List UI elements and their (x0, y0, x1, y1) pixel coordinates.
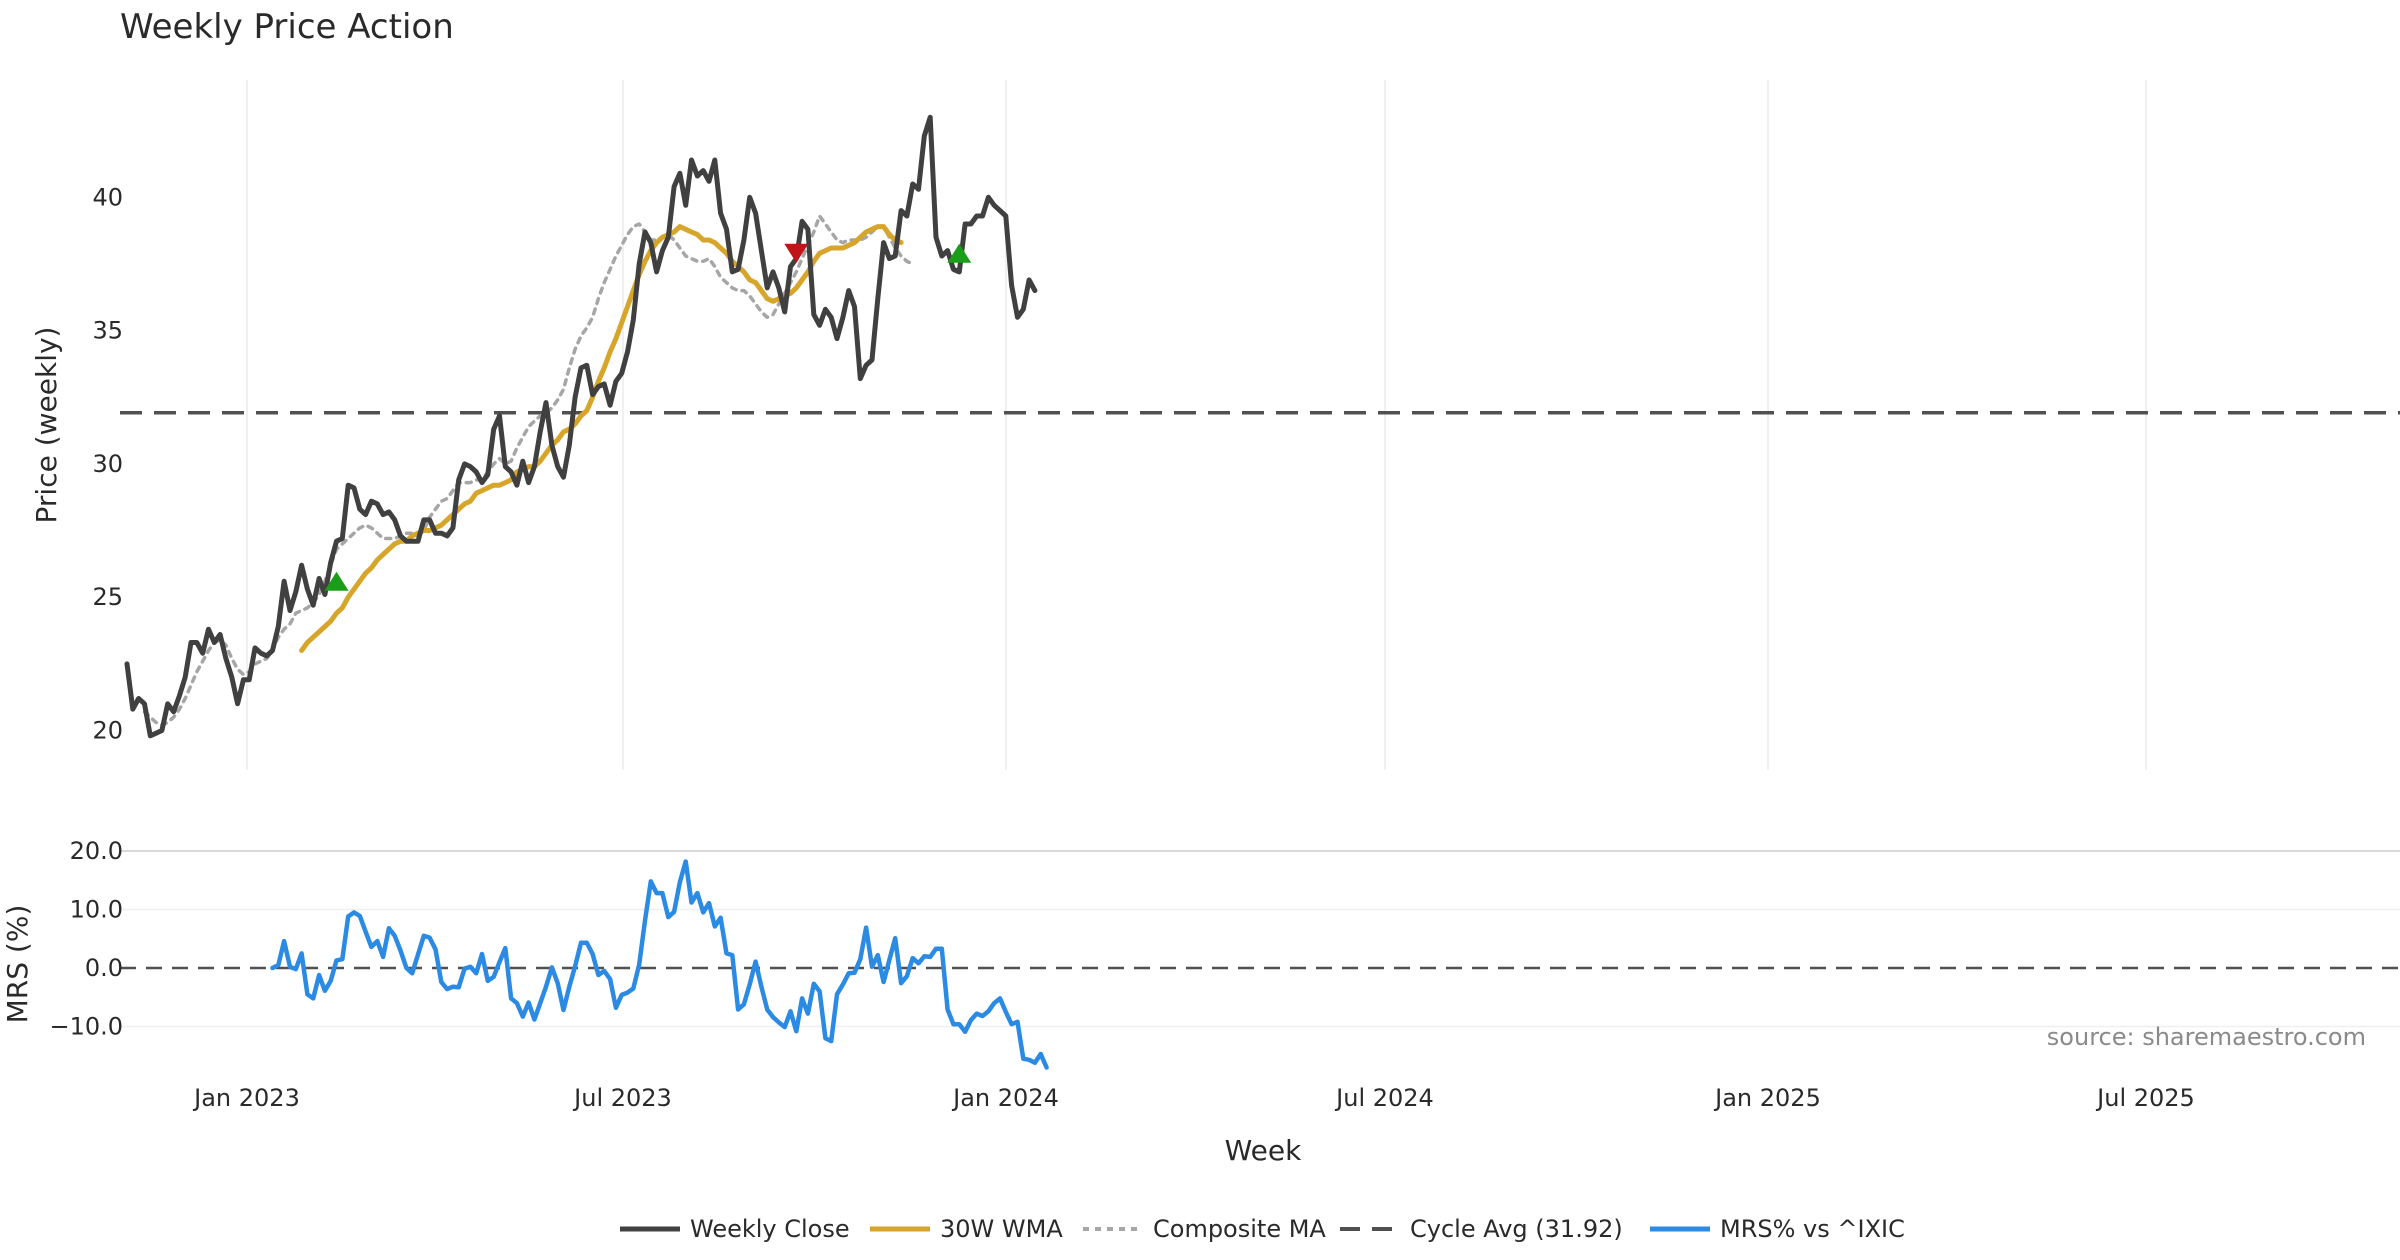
bottom-y-tick-labels: 20.0 10.0 0.0 −10.0 (49, 837, 123, 1041)
legend-label: Composite MA (1153, 1215, 1326, 1243)
chart-title: Weekly Price Action (120, 7, 454, 47)
x-tick-label: Jul 2023 (572, 1084, 672, 1112)
y-tick-label: 10.0 (70, 896, 123, 924)
x-tick-label: Jul 2025 (2095, 1084, 2195, 1112)
legend-label: MRS% vs ^IXIC (1720, 1215, 1905, 1243)
legend-item: Weekly Close (620, 1215, 850, 1243)
y-tick-label: 40 (92, 183, 123, 211)
y-tick-label: 35 (92, 317, 123, 345)
top-y-tick-labels: 20 25 30 35 40 (92, 183, 123, 744)
x-tick-labels: Jan 2023 Jul 2023 Jan 2024 Jul 2024 Jan 2025… (192, 1084, 2195, 1112)
x-tick-label: Jul 2024 (1334, 1084, 1434, 1112)
x-tick-label: Jan 2024 (951, 1084, 1059, 1112)
signal-markers (324, 243, 972, 591)
legend-item: Composite MA (1083, 1215, 1326, 1243)
legend-label: Cycle Avg (31.92) (1410, 1215, 1623, 1243)
y-tick-label: 20 (92, 717, 123, 745)
legend-item: MRS% vs ^IXIC (1650, 1215, 1905, 1243)
legend: Weekly Close 30W WMA Composite MA Cycle Avg… (620, 1215, 1905, 1243)
y-tick-label: −10.0 (49, 1013, 123, 1041)
y-tick-label: 30 (92, 450, 123, 478)
legend-item: 30W WMA (870, 1215, 1063, 1243)
bottom-panel-series (270, 859, 1049, 1070)
bottom-panel-gridlines (120, 850, 2400, 1028)
sell-signal-marker (784, 243, 809, 263)
x-tick-label: Jan 2023 (192, 1084, 300, 1112)
y-tick-label: 20.0 (70, 837, 123, 865)
top-panel-gridlines (246, 80, 2147, 770)
top-y-axis-label: Price (weekly) (30, 327, 63, 524)
series-30w-wma-line (299, 224, 904, 653)
legend-item: Cycle Avg (31.92) (1340, 1215, 1623, 1243)
bottom-y-axis-label: MRS (%) (1, 905, 34, 1024)
series-mrs-line (270, 859, 1049, 1070)
legend-label: 30W WMA (940, 1215, 1063, 1243)
buy-signal-marker (324, 571, 349, 591)
x-axis-label: Week (1225, 1134, 1302, 1167)
source-note: source: sharemaestro.com (2047, 1023, 2366, 1051)
y-tick-label: 0.0 (85, 954, 123, 982)
top-panel-series (124, 114, 1038, 739)
buy-signal-marker (947, 243, 972, 263)
x-tick-label: Jan 2025 (1713, 1084, 1821, 1112)
legend-label: Weekly Close (690, 1215, 850, 1243)
y-tick-label: 25 (92, 583, 123, 611)
series-weekly-close-line (124, 114, 1038, 739)
